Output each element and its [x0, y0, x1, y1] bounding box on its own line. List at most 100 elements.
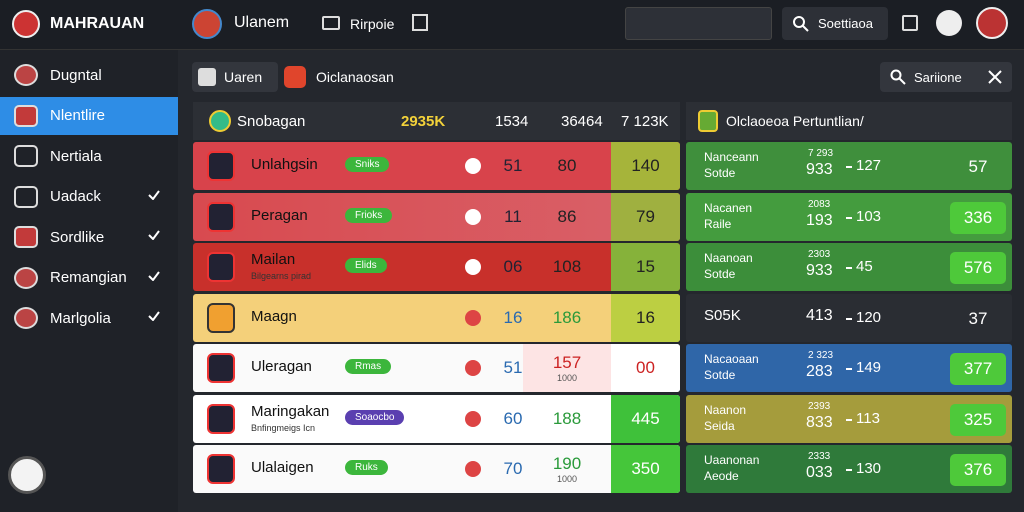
input[interactable]: [625, 7, 772, 40]
panel-row[interactable]: Naanoan Sotde 2303 933 45 576: [686, 243, 1012, 291]
panel-row[interactable]: S05K 413 120 37: [686, 293, 1012, 342]
stat-c: 140: [611, 142, 680, 190]
stat-b: 108: [552, 257, 582, 276]
dash: [846, 267, 852, 269]
dash: [846, 418, 852, 421]
score: 57: [968, 157, 988, 176]
table-row[interactable]: Maringakan Bnfingmeigs Icn Soaocbo 60 188 445: [193, 394, 680, 443]
status-icon: [465, 259, 481, 275]
panel-header: Olclaoeoa Pertuntlian/: [686, 102, 1012, 140]
tab[interactable]: Uaren: [192, 62, 278, 92]
stat-c: 15: [611, 243, 680, 291]
nav-link[interactable]: Rirpoie: [350, 16, 395, 32]
panel-logo: [698, 110, 718, 132]
panel-row[interactable]: Uaanonan Aeode 2333 033 130 376: [686, 445, 1012, 493]
team-name[interactable]: Ulanem: [234, 14, 290, 31]
nav-item[interactable]: Remangian: [0, 259, 178, 297]
nav-item[interactable]: Marlgolia: [0, 299, 178, 337]
nav-item[interactable]: Nlentlire: [0, 96, 178, 135]
nav-label: Uadack: [50, 188, 101, 205]
search-icon: [793, 16, 809, 32]
status-icon: [465, 208, 481, 225]
stat-a: 70: [503, 459, 523, 478]
nav-icon: [14, 185, 38, 208]
stat-b-cell: 80: [523, 142, 611, 190]
row-title: Uaanonan: [704, 453, 760, 467]
table-row[interactable]: Maagn 16 186 16: [193, 293, 680, 342]
brand: MAHRAUAN: [50, 15, 145, 32]
team-logo: [207, 302, 235, 333]
nav-item[interactable]: Uadack: [0, 178, 178, 216]
nav-label: Remangian: [50, 269, 127, 286]
status-badge: Sniks: [345, 157, 390, 172]
table-row[interactable]: Peragan Frioks 11 86 79: [193, 192, 680, 241]
row-title: Naanoan: [704, 251, 753, 265]
team-name: Uleragan: [251, 358, 312, 375]
status-badge: Rmas: [345, 359, 392, 374]
nav-label: Nlentlire: [50, 107, 106, 124]
main-stat: 413: [806, 306, 833, 324]
stat-b-cell: 86: [523, 193, 611, 241]
range-stat: 149: [856, 359, 882, 376]
nav-icon: [14, 64, 38, 86]
main-stat: 933: [806, 161, 833, 178]
nav-item[interactable]: Dugntal: [0, 56, 178, 94]
stat-a: 11: [504, 206, 522, 226]
search-button[interactable]: Soettiaoa: [782, 7, 888, 40]
status-icon: [465, 360, 481, 376]
row-subtitle: Aeode: [704, 469, 739, 483]
table-row[interactable]: Unlahgsin Sniks 51 80 140: [193, 142, 680, 190]
panel-row[interactable]: Naanon Seida 2393 833 113 325: [686, 394, 1012, 443]
tab[interactable]: Oiclanaosan: [284, 62, 404, 92]
tab-label: Uaren: [224, 69, 263, 85]
panel-search[interactable]: Sariione: [880, 62, 1012, 92]
score: 377: [950, 353, 1006, 385]
panel-row[interactable]: Nacaoaan Sotde 2 323 283 149 377: [686, 344, 1012, 392]
table-row[interactable]: Mailan Bilgearns pirad Elids 06 108 15: [193, 243, 680, 291]
column-header: 1534: [495, 113, 529, 130]
stat-c: 00: [611, 344, 680, 392]
home-icon[interactable]: [412, 14, 428, 31]
team-logo: [207, 403, 235, 434]
dash: [846, 216, 852, 219]
panel-row[interactable]: Nanceann Sotde 7 293 933 127 57: [686, 142, 1012, 190]
stat-b-cell: 157 1000: [523, 344, 611, 392]
table-row[interactable]: Uleragan Rmas 51 157 1000 00: [193, 344, 680, 392]
nav-icon: [14, 226, 38, 248]
score: 325: [950, 403, 1006, 436]
row-subtitle: Sotde: [704, 368, 736, 382]
range-stat: 103: [856, 207, 882, 225]
small-stat: 7 293: [808, 148, 834, 159]
team-name: Maagn: [251, 307, 297, 325]
team-name: Mailan: [251, 251, 296, 268]
ball-icon[interactable]: [936, 10, 962, 36]
help-button[interactable]: [8, 456, 46, 494]
stat-c: 350: [611, 445, 680, 493]
row-title: S05K: [704, 306, 741, 324]
panel-row[interactable]: Nacanen Raile 2083 193 103 336: [686, 192, 1012, 241]
nav-item[interactable]: Nertiala: [0, 137, 178, 175]
tab-icon: [198, 68, 216, 86]
panel-title: Olclaoeoa Pertuntlian/: [726, 113, 864, 129]
tab-label: Oiclanaosan: [316, 69, 394, 85]
row-subtitle: Raile: [704, 216, 732, 231]
range-stat: 130: [856, 460, 882, 477]
table-row[interactable]: Ulalaigen Ruks 70 190 1000 350: [193, 445, 680, 493]
score: 37: [968, 308, 988, 328]
avatar[interactable]: [976, 7, 1008, 39]
status-icon: [465, 461, 481, 477]
column-header: 7 123K: [621, 113, 669, 130]
main-stat: 833: [806, 413, 833, 431]
window-icon[interactable]: [902, 15, 918, 31]
main-stat: 283: [806, 363, 833, 380]
stat-a: 51: [503, 156, 523, 175]
close-icon[interactable]: [988, 70, 1002, 84]
stat-a: 60: [503, 408, 523, 428]
top-bar: MAHRAUAN Ulanem Rirpoie Soettiaoa: [0, 0, 1024, 50]
dash: [846, 317, 852, 320]
stat-b-cell: 190 1000: [523, 445, 611, 493]
small-stat: 2 323: [808, 350, 834, 361]
column-header: 2935K: [401, 113, 446, 130]
nav-item[interactable]: Sordlike: [0, 218, 178, 256]
team-detail: Bnfingmeigs Icn: [251, 422, 316, 433]
